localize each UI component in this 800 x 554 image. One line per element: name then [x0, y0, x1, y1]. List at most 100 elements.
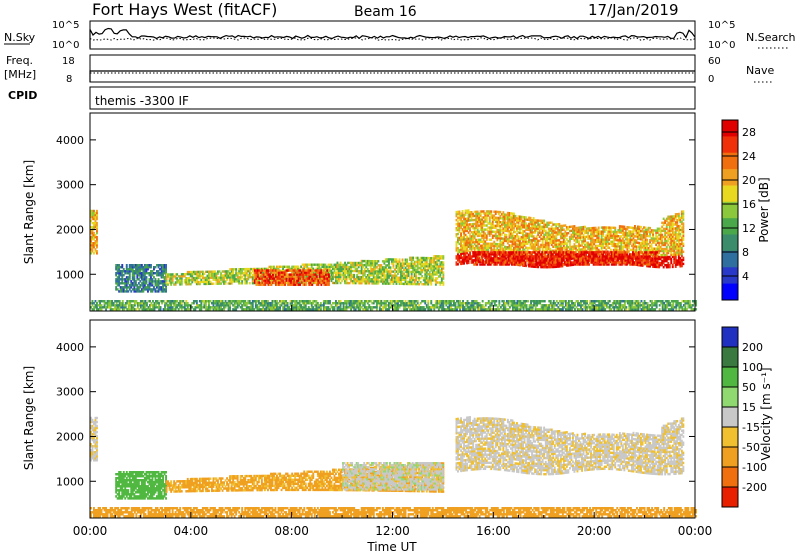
power-cell — [378, 270, 381, 273]
power-cell — [273, 269, 276, 272]
power-cell — [163, 284, 166, 287]
power-cell — [434, 263, 437, 266]
power-cell — [383, 266, 386, 269]
power-cell — [316, 263, 319, 266]
power-cell — [198, 272, 201, 276]
power-cell — [335, 279, 337, 283]
power-cell — [397, 264, 399, 267]
power-cell — [362, 276, 365, 279]
power-cell — [455, 243, 458, 246]
power-cell — [363, 259, 366, 263]
power-cell — [242, 268, 245, 271]
power-cell — [314, 277, 317, 280]
power-cell — [386, 270, 389, 273]
power-cell — [424, 275, 427, 278]
power-cell — [154, 282, 157, 285]
power-cell — [434, 281, 437, 284]
power-cell — [179, 277, 182, 280]
power-cell — [197, 280, 200, 284]
power-cell — [115, 272, 118, 275]
power-cell — [532, 217, 535, 220]
power-cell — [609, 248, 612, 252]
power-cell — [278, 273, 281, 276]
power-cell — [457, 253, 459, 256]
power-cell — [365, 278, 368, 281]
power-cell — [143, 270, 146, 273]
power-cell — [262, 273, 265, 276]
power-cell — [224, 272, 227, 275]
power-cell — [128, 276, 131, 279]
power-cell — [150, 270, 152, 273]
power-cell — [214, 270, 216, 273]
power-cell — [244, 272, 247, 275]
power-cell — [143, 278, 146, 281]
power-cell — [306, 275, 309, 279]
power-cell — [276, 283, 279, 286]
power-cell — [294, 267, 297, 271]
power-cell — [121, 276, 124, 279]
power-cell — [377, 278, 380, 281]
power-cell — [267, 267, 269, 271]
power-cell — [425, 269, 428, 272]
power-cell — [406, 262, 409, 266]
power-cell — [359, 263, 362, 267]
power-cell — [328, 277, 330, 280]
power-cell — [139, 272, 142, 275]
power-cell — [239, 268, 242, 271]
power-cell — [394, 276, 396, 279]
power-cell — [345, 277, 348, 281]
power-cell — [279, 283, 282, 286]
power-cell — [162, 266, 165, 269]
power-cell — [413, 262, 416, 266]
power-cell — [162, 282, 165, 285]
power-cell — [347, 269, 350, 273]
power-cell — [332, 273, 334, 277]
power-cell — [272, 281, 274, 284]
power-cell — [170, 275, 173, 278]
power-cell — [357, 265, 360, 269]
power-cell — [415, 274, 418, 278]
power-cell — [259, 277, 262, 280]
power-cell — [412, 278, 415, 282]
power-cell — [137, 272, 140, 275]
power-cell — [119, 272, 122, 275]
power-cell — [94, 215, 97, 219]
power-cell — [403, 264, 406, 267]
power-cell — [278, 275, 281, 278]
power-cell — [392, 280, 395, 283]
power-cell — [427, 279, 430, 282]
power-cell — [281, 281, 284, 284]
power-cell — [348, 273, 351, 277]
power-cell — [436, 271, 439, 274]
power-cell — [371, 262, 374, 265]
power-cell — [623, 225, 626, 229]
power-cell — [142, 270, 145, 273]
power-cell — [403, 262, 406, 265]
power-cell — [338, 279, 340, 283]
power-cell — [427, 263, 430, 266]
power-cell — [136, 286, 139, 289]
power-cell — [412, 258, 415, 262]
power-cell — [293, 273, 296, 276]
power-cell — [168, 273, 171, 276]
power-cell — [212, 274, 215, 277]
power-cell — [430, 259, 433, 262]
power-cell — [168, 277, 171, 280]
power-cell — [400, 280, 403, 284]
power-cell — [115, 286, 118, 289]
power-cell — [255, 281, 258, 284]
power-cell — [419, 272, 422, 276]
power-cell — [386, 264, 389, 267]
power-cell — [96, 225, 98, 229]
power-cell — [91, 213, 94, 217]
power-cell — [513, 212, 515, 216]
power-cell — [128, 272, 131, 275]
power-cell — [293, 269, 296, 272]
power-cell — [223, 278, 226, 281]
power-cell — [151, 270, 154, 273]
power-cell — [264, 273, 267, 276]
power-cell — [282, 277, 285, 280]
power-cell — [198, 280, 201, 284]
power-cell — [142, 278, 145, 281]
power-cell — [360, 269, 363, 273]
